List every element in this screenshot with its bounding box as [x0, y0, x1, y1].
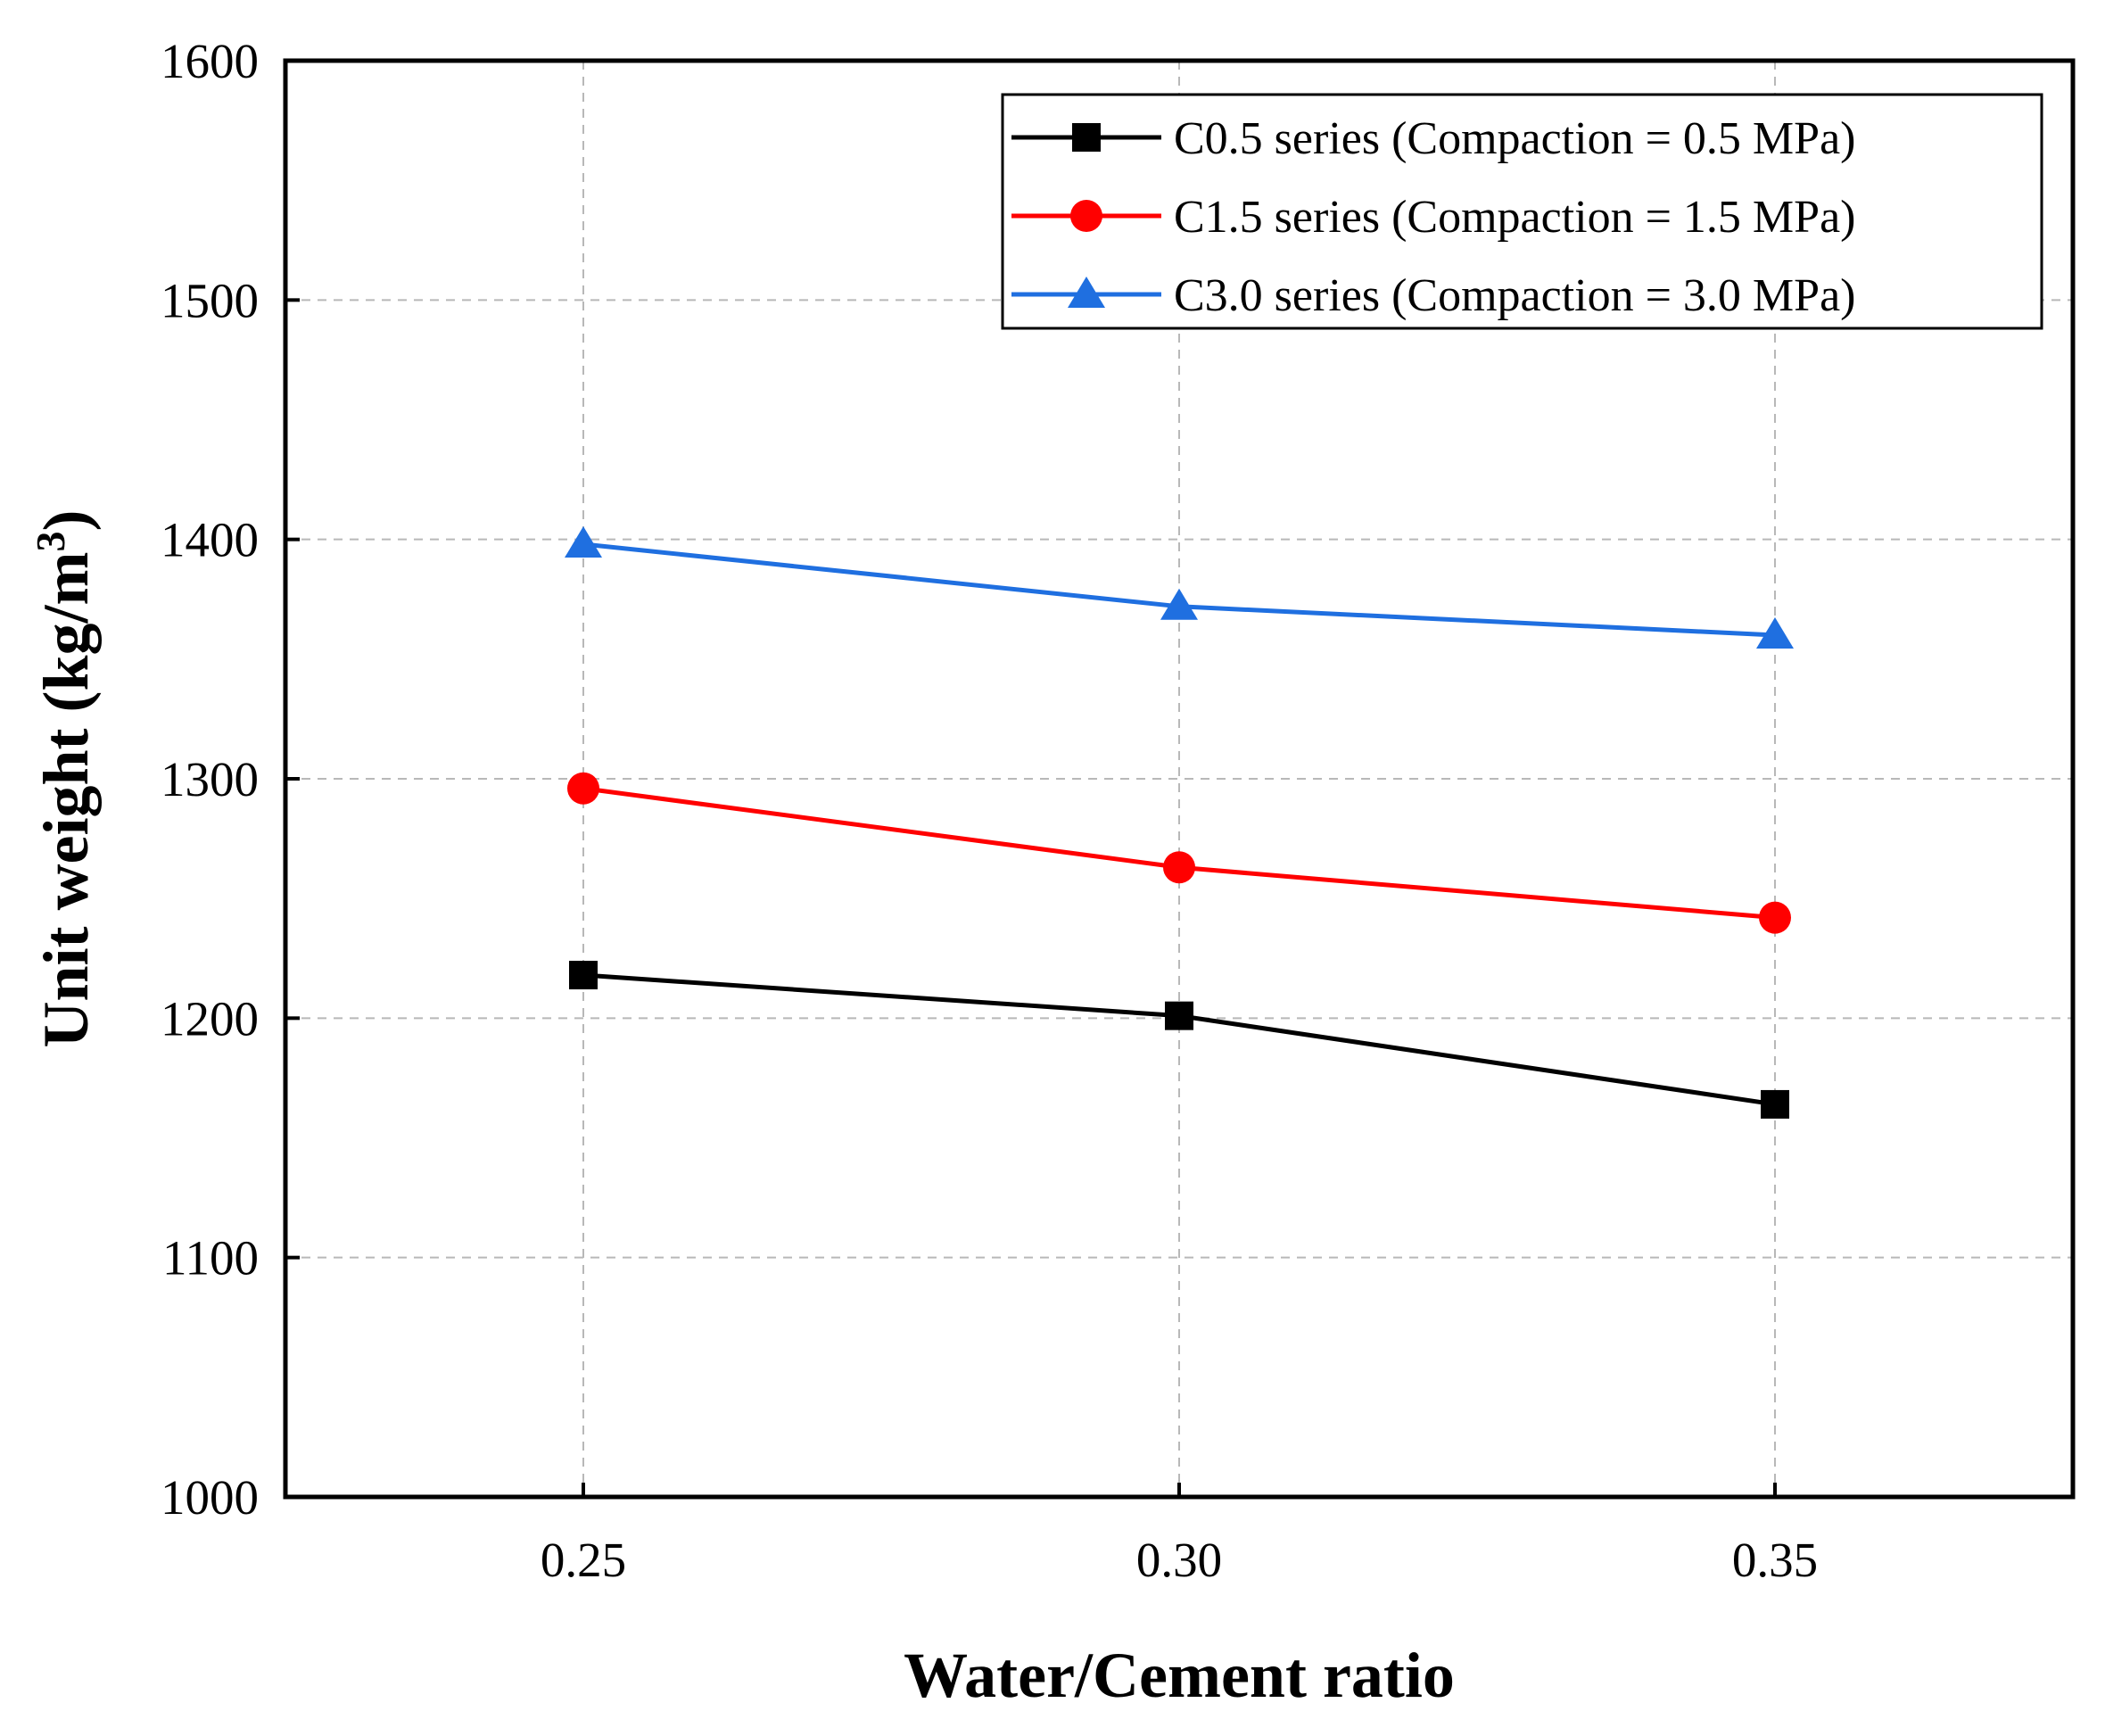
triangle-marker [1756, 617, 1794, 649]
circle-marker [567, 772, 599, 805]
circle-marker [1759, 901, 1791, 934]
y-tick-label: 1500 [161, 273, 259, 327]
y-tick-label: 1600 [161, 34, 259, 88]
y-axis-title-close: ) [30, 510, 102, 532]
series-layer [565, 526, 1794, 1119]
square-marker [1072, 123, 1101, 152]
y-tick-label: 1000 [161, 1470, 259, 1525]
y-tick-label: 1200 [161, 991, 259, 1046]
legend-item: C1.5 series (Compaction = 1.5 MPa) [1011, 192, 1855, 243]
series-square [569, 961, 1789, 1119]
triangle-marker [565, 526, 602, 558]
y-tick-label: 1100 [162, 1231, 259, 1285]
series-circle [567, 772, 1791, 934]
y-axis-title-main: Unit weight (kg/m [30, 551, 102, 1047]
legend-box [1001, 93, 2043, 330]
legend: C0.5 series (Compaction = 0.5 MPa) C1.5 s… [1001, 93, 2043, 330]
circle-marker [1163, 851, 1195, 884]
triangle-marker [1068, 277, 1105, 308]
x-tick-label: 0.25 [541, 1533, 626, 1587]
triangle-marker [1160, 588, 1198, 620]
axis-ticks: 1000 1100 1200 1300 1400 1500 1600 0.25 0.30 0.35 [161, 34, 1818, 1587]
x-tick-label: 0.30 [1136, 1533, 1222, 1587]
legend-item: C3.0 series (Compaction = 3.0 MPa) [1011, 270, 1855, 321]
square-marker [1761, 1089, 1789, 1119]
series-triangle [565, 526, 1794, 649]
legend-label: C3.0 series (Compaction = 3.0 MPa) [1174, 270, 1855, 321]
legend-label: C1.5 series (Compaction = 1.5 MPa) [1174, 192, 1855, 243]
square-marker [1165, 1001, 1193, 1030]
circle-marker [1070, 200, 1102, 232]
y-axis-title-superscript: 3 [28, 531, 73, 551]
y-tick-label: 1400 [161, 513, 259, 567]
square-marker [569, 961, 598, 990]
x-tick-label: 0.35 [1732, 1533, 1818, 1587]
x-axis-title: Water/Cement ratio [904, 1640, 1455, 1711]
legend-label: C0.5 series (Compaction = 0.5 MPa) [1174, 113, 1855, 164]
y-tick-label: 1300 [161, 752, 259, 806]
y-axis-title: Unit weight (kg/m3) [28, 510, 102, 1048]
legend-item: C0.5 series (Compaction = 0.5 MPa) [1011, 113, 1855, 164]
